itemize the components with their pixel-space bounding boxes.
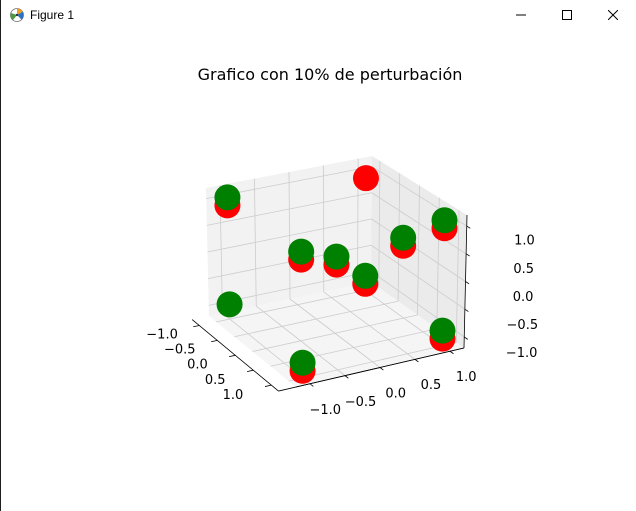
z-tick [466,225,471,229]
x-axis-line [191,319,279,392]
z-tick [465,281,470,285]
y-tick [379,367,384,371]
scatter-point [431,207,458,234]
x-tick [246,369,254,373]
grid-line-z-back-wall [371,218,466,282]
z-tick [464,336,468,340]
y-tick [344,375,349,379]
maximize-icon [562,10,572,20]
scatter-point [214,184,241,211]
grid-line-x-wall [455,210,460,343]
scatter-point [352,262,379,289]
minimize-button[interactable] [498,0,544,30]
maximize-button[interactable] [544,0,590,30]
grid-line-z-back-wall [371,192,467,255]
y-tick-label: −1.0 [310,403,342,418]
y-tick-label: −0.5 [345,395,377,410]
figure-canvas[interactable]: Grafico con 10% de perturbación −1.0 −1.0… [1,30,636,511]
chart-title: Grafico con 10% de perturbación [198,65,463,84]
y-tick [449,350,454,355]
z-tick-label: 0.5 [513,262,534,277]
title-bar[interactable]: Figure 1 [1,0,636,30]
y-axis-line [278,347,465,392]
scatter-point [323,243,350,270]
scatter-point [429,317,456,344]
scatter-point [352,165,379,192]
y-tick-label: 0.0 [385,386,406,401]
grid-line-y-floor [289,298,381,368]
x-tick-label: 0.0 [187,358,208,373]
y-tick-label: 1.0 [456,370,477,385]
window-title: Figure 1 [30,8,75,22]
z-tick-label: 0.0 [513,290,534,305]
scatter-point [390,224,417,251]
close-button[interactable] [590,0,636,30]
close-icon [608,10,618,20]
scatter-point [288,238,315,265]
y-tick [414,359,419,363]
scatter-point [216,291,243,318]
x-tick-label: −0.5 [164,343,196,358]
axis-lines [191,214,468,392]
z-tick-label: 1.0 [514,234,535,249]
x-tick [193,325,200,328]
matplotlib-figure-icon [10,8,24,22]
z-tick-label: −0.5 [507,318,539,333]
x-tick-label: 1.0 [223,388,244,403]
grid-line-x-floor [288,342,457,382]
y-tick [309,383,314,387]
z-tick-label: −1.0 [506,346,538,361]
axis-tick-labels: −1.0−1.0−1.0−0.5−0.5−0.50.00.00.00.5 0.50… [146,234,538,418]
pane-y [371,156,467,348]
axis-ticks [193,225,471,387]
x-tick-label: 0.5 [205,373,226,388]
x-tick-label: −1.0 [146,327,178,342]
x-tick [229,354,236,358]
grid-line-y-floor [323,291,416,360]
x-tick [211,340,218,343]
grid-line-z-left-wall [206,192,372,226]
minimize-icon [516,14,526,16]
y-tick-label: 0.5 [421,378,442,393]
z-tick [464,308,469,312]
x-tick [264,384,272,387]
grid-line-z-left-wall [207,218,372,253]
data-points [214,165,458,384]
z-tick [465,253,470,257]
scatter-3d-chart[interactable]: Grafico con 10% de perturbación −1.0 −1.0… [1,30,636,511]
scatter-point [289,349,316,376]
